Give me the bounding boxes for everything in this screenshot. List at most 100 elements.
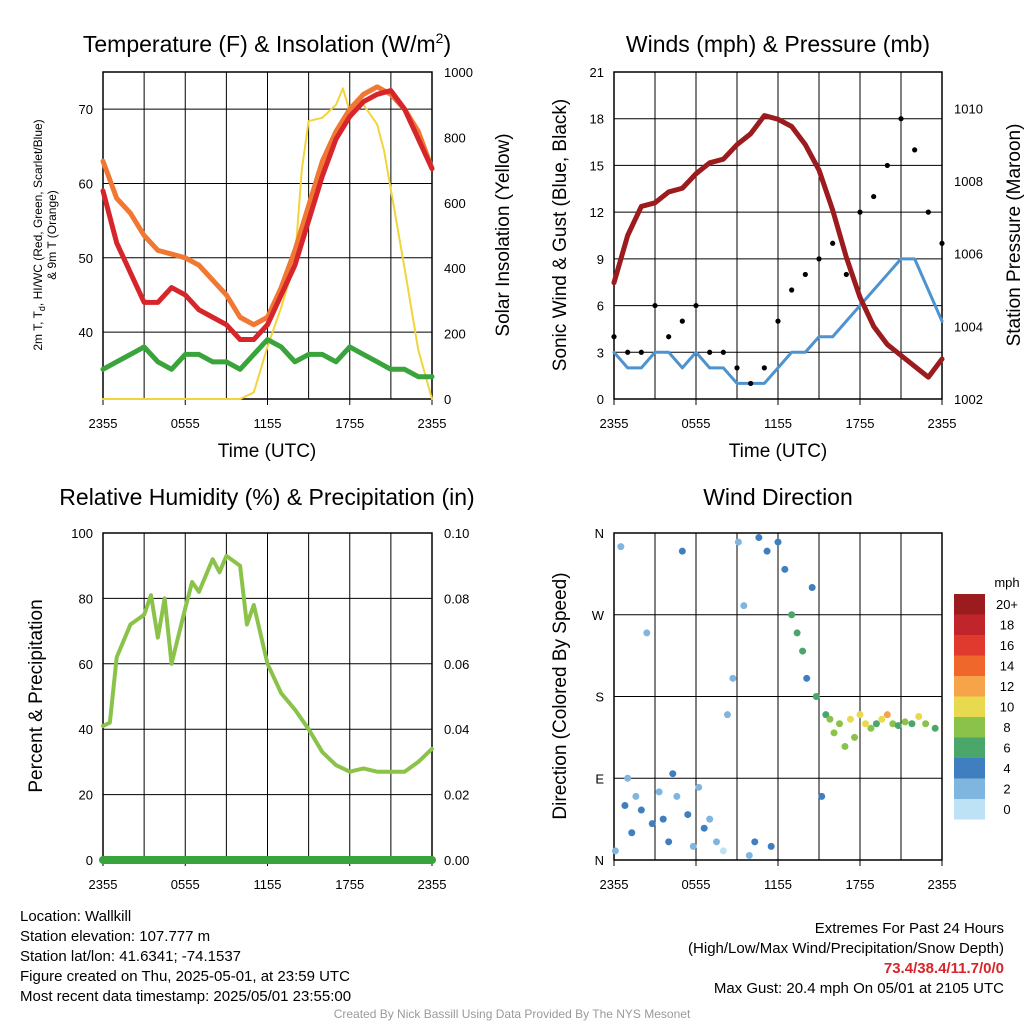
y-tick-label: 40	[79, 325, 93, 340]
y2-tick-label: 0.02	[444, 788, 469, 803]
legend-label: 10	[1000, 700, 1014, 715]
legend-swatch	[954, 676, 985, 697]
y-tick-label: 15	[590, 158, 604, 173]
gust-point	[857, 209, 863, 215]
gust-point	[775, 318, 781, 324]
gust-point	[734, 365, 740, 371]
legend-title: mph	[994, 575, 1019, 590]
x-tick-label: 2355	[600, 416, 629, 431]
gust-point	[720, 349, 726, 355]
legend-label: 14	[1000, 659, 1014, 674]
direction-tick-label: N	[595, 853, 604, 868]
legend-swatch	[954, 799, 985, 820]
direction-tick-label: E	[595, 771, 604, 786]
direction-point	[755, 534, 763, 542]
gust-point	[816, 256, 822, 262]
direction-point	[901, 718, 909, 726]
direction-point	[684, 811, 692, 819]
y-tick-label: 50	[79, 251, 93, 266]
direction-tick-label: W	[592, 608, 605, 623]
wind-direction-panel-title: Wind Direction	[703, 484, 853, 510]
direction-point	[894, 722, 902, 730]
direction-point	[788, 611, 796, 619]
legend-label: 6	[1003, 741, 1010, 756]
direction-point	[648, 820, 656, 828]
gust-point	[707, 349, 713, 355]
pressure-ylabel: Station Pressure (Maroon)	[1004, 124, 1024, 347]
insolation-ylabel: Solar Insolation (Yellow)	[493, 133, 514, 336]
legend-label: 18	[1000, 618, 1014, 633]
direction-point	[851, 733, 859, 741]
temperature-panel-title: Temperature (F) & Insolation (W/m2)	[83, 30, 451, 57]
direction-point	[734, 538, 742, 546]
direction-point	[637, 806, 645, 814]
direction-point	[808, 584, 816, 591]
direction-point	[818, 792, 826, 800]
direction-point	[915, 712, 923, 720]
direction-point	[908, 720, 916, 728]
gust-point	[625, 349, 631, 355]
x-tick-label: 0555	[682, 416, 711, 431]
direction-point	[872, 720, 880, 728]
y-tick-label: 60	[79, 657, 93, 672]
x-tick-label: 1155	[254, 877, 282, 892]
legend-swatch	[954, 758, 985, 779]
station-info: Location: Wallkill Station elevation: 10…	[20, 907, 351, 1007]
direction-point	[624, 774, 632, 782]
gust-point	[638, 349, 644, 355]
winds-panel: Winds (mph) & Pressure (mb) Time (UTC) S…	[550, 31, 1024, 462]
y-tick-label: 60	[79, 176, 93, 191]
x-tick-label: 2355	[600, 877, 629, 892]
direction-point	[713, 838, 720, 846]
humidity-ylabel: Percent & Precipitation	[26, 599, 47, 792]
extremes-values: 73.4/38.4/11.7/0/0	[883, 960, 1004, 977]
gust-point	[611, 334, 617, 340]
legend-swatch	[954, 655, 985, 676]
gust-point	[748, 380, 754, 387]
gust-point	[871, 193, 877, 200]
legend-swatch	[954, 614, 985, 635]
y-tick-label: 70	[79, 102, 93, 117]
legend-label: 4	[1003, 761, 1010, 776]
direction-point	[836, 720, 843, 728]
sonic-wind-line	[612, 257, 944, 385]
x-tick-label: 0555	[171, 877, 200, 892]
legend-label: 0	[1003, 802, 1010, 817]
direction-point	[659, 815, 667, 823]
direction-point	[665, 838, 673, 846]
recent-data-text: Most recent data timestamp: 2025/05/01 2…	[20, 988, 352, 1005]
legend-swatch	[954, 737, 985, 758]
direction-point	[861, 720, 869, 728]
direction-point	[632, 792, 640, 800]
gust-point	[679, 318, 685, 324]
direction-point	[803, 674, 811, 682]
y-tick-label: 18	[590, 112, 604, 127]
gust-point	[843, 271, 849, 278]
y2-tick-label: 1010	[954, 101, 983, 116]
wind-direction-panel: Wind Direction Direction (Colored By Spe…	[550, 484, 1020, 892]
y2-tick-label: 0.10	[444, 526, 469, 541]
legend-label: 20+	[996, 597, 1018, 612]
y2-tick-label: 0	[444, 392, 451, 407]
x-tick-label: 1155	[764, 416, 792, 431]
y2-tick-label: 1002	[954, 392, 983, 407]
direction-point	[655, 788, 663, 796]
y-tick-label: 0	[597, 392, 604, 407]
direction-point	[867, 724, 875, 732]
temperature-ylabel: 2m T, Td, HI/WC (Red, Green, Scarlet/Blu…	[31, 119, 59, 350]
gust-point	[761, 365, 767, 371]
gust-point	[789, 287, 795, 293]
y2-tick-label: 0.00	[444, 853, 469, 868]
max-gust-text: Max Gust: 20.4 mph On 05/01 at 2105 UTC	[713, 980, 1004, 997]
insolation-line	[102, 87, 433, 400]
wind-direction-ylabel: Direction (Colored By Speed)	[550, 572, 571, 819]
y-tick-label: 80	[79, 591, 93, 606]
gust-point	[666, 334, 672, 340]
gust-point	[912, 147, 918, 153]
direction-point	[621, 802, 629, 809]
x-tick-label: 0555	[171, 416, 200, 431]
y2-tick-label: 1008	[954, 174, 983, 189]
winds-xlabel: Time (UTC)	[729, 441, 828, 462]
y2-tick-label: 1006	[954, 247, 983, 262]
